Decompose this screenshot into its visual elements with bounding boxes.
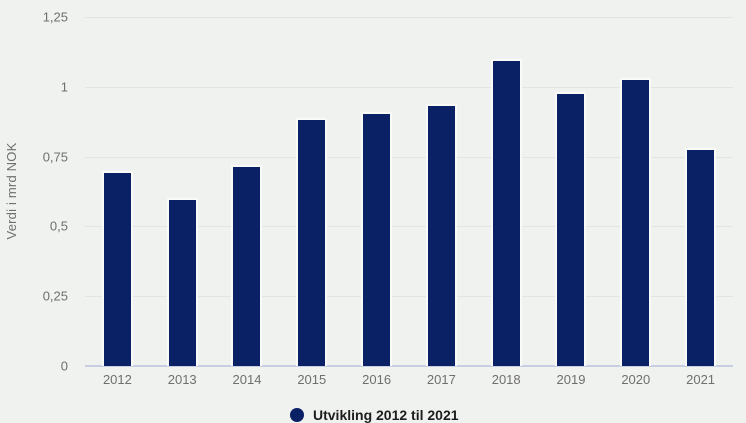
bar-band xyxy=(474,17,539,366)
y-tick-label: 0,5 xyxy=(49,218,68,234)
y-tick-label: 1,25 xyxy=(42,9,68,25)
legend: Utvikling 2012 til 2021 xyxy=(290,407,459,423)
bars-layer xyxy=(85,17,733,366)
bar-band xyxy=(150,17,215,366)
bar-2016[interactable] xyxy=(361,112,393,366)
bar-2018[interactable] xyxy=(490,59,522,366)
y-tick-label: 0 xyxy=(60,358,68,374)
gridline xyxy=(85,296,733,298)
bar-band xyxy=(539,17,604,366)
bar-band xyxy=(409,17,474,366)
gridline xyxy=(85,226,733,228)
plot-area xyxy=(85,17,733,367)
x-tick-label: 2016 xyxy=(362,372,392,387)
y-tick-label: 1 xyxy=(60,79,68,95)
bar-2014[interactable] xyxy=(231,165,263,366)
x-tick-label: 2020 xyxy=(621,372,651,387)
gridline xyxy=(85,86,733,88)
bar-band xyxy=(279,17,344,366)
x-axis-tick-labels: 2012 2013 2014 2015 2016 2017 2018 2019 2020 2021 xyxy=(85,372,733,387)
bar-2015[interactable] xyxy=(296,118,328,366)
x-tick-label: 2015 xyxy=(297,372,327,387)
bar-band xyxy=(344,17,409,366)
y-tick-label: 0,75 xyxy=(42,149,68,165)
x-tick-label: 2017 xyxy=(426,372,456,387)
x-tick-label: 2018 xyxy=(491,372,521,387)
x-tick-label: 2013 xyxy=(167,372,197,387)
bar-band xyxy=(215,17,280,366)
gridline xyxy=(85,17,733,18)
bar-2021[interactable] xyxy=(685,148,717,366)
bar-band xyxy=(85,17,150,366)
bar-2020[interactable] xyxy=(620,78,652,366)
bar-2019[interactable] xyxy=(555,92,587,366)
bar-2017[interactable] xyxy=(425,104,457,366)
y-tick-label: 0,25 xyxy=(42,288,68,304)
legend-label: Utvikling 2012 til 2021 xyxy=(313,407,459,423)
x-tick-label: 2012 xyxy=(102,372,132,387)
bar-band xyxy=(668,17,733,366)
bar-2013[interactable] xyxy=(166,198,198,366)
bar-2012[interactable] xyxy=(101,171,133,366)
x-tick-label: 2014 xyxy=(232,372,262,387)
gridline xyxy=(85,156,733,158)
legend-swatch-icon xyxy=(290,408,304,422)
bar-band xyxy=(603,17,668,366)
x-axis-baseline xyxy=(85,365,733,367)
y-axis-title: Verdi i mrd NOK xyxy=(4,142,19,240)
x-tick-label: 2019 xyxy=(556,372,586,387)
x-tick-label: 2021 xyxy=(686,372,716,387)
